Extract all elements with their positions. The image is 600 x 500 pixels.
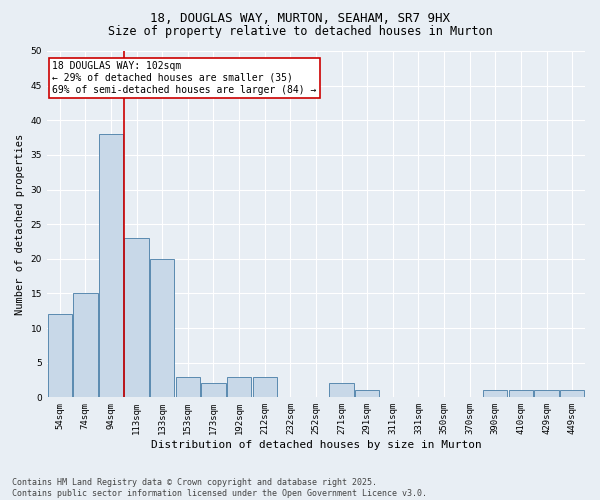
Bar: [124, 238, 149, 398]
Bar: [99, 134, 123, 398]
Text: 18 DOUGLAS WAY: 102sqm
← 29% of detached houses are smaller (35)
69% of semi-det: 18 DOUGLAS WAY: 102sqm ← 29% of detached…: [52, 62, 317, 94]
Bar: [73, 294, 98, 398]
Bar: [253, 376, 277, 398]
Bar: [227, 376, 251, 398]
Bar: [355, 390, 379, 398]
Text: 18, DOUGLAS WAY, MURTON, SEAHAM, SR7 9HX: 18, DOUGLAS WAY, MURTON, SEAHAM, SR7 9HX: [150, 12, 450, 26]
Bar: [535, 390, 559, 398]
Y-axis label: Number of detached properties: Number of detached properties: [15, 134, 25, 315]
Bar: [201, 384, 226, 398]
X-axis label: Distribution of detached houses by size in Murton: Distribution of detached houses by size …: [151, 440, 481, 450]
Bar: [150, 259, 175, 398]
Bar: [560, 390, 584, 398]
Bar: [176, 376, 200, 398]
Text: Size of property relative to detached houses in Murton: Size of property relative to detached ho…: [107, 25, 493, 38]
Bar: [329, 384, 354, 398]
Bar: [509, 390, 533, 398]
Bar: [483, 390, 508, 398]
Bar: [47, 314, 72, 398]
Text: Contains HM Land Registry data © Crown copyright and database right 2025.
Contai: Contains HM Land Registry data © Crown c…: [12, 478, 427, 498]
